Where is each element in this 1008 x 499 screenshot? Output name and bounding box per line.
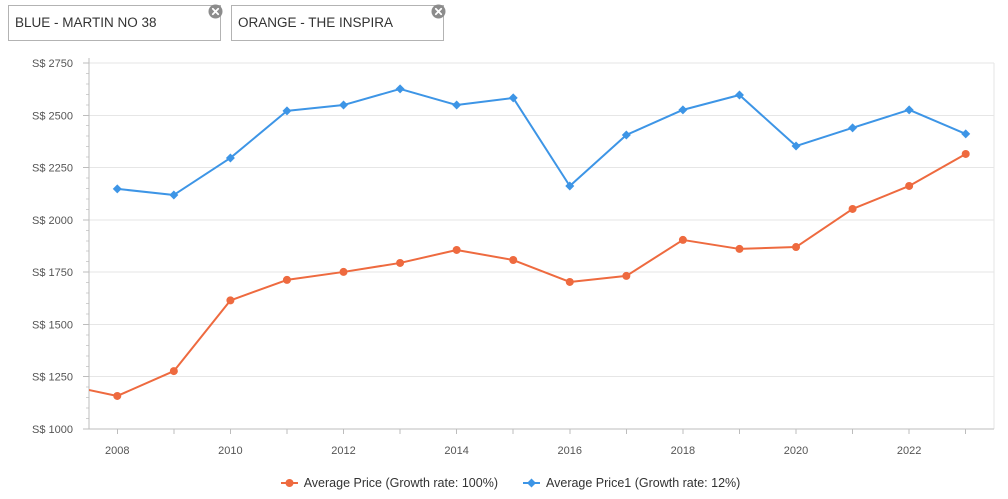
average-price1-point[interactable] — [848, 123, 858, 133]
average-price-point[interactable] — [169, 367, 178, 376]
average-price-point[interactable] — [113, 391, 122, 400]
filter-chip-the-inspira[interactable]: ORANGE - THE INSPIRA — [231, 4, 446, 41]
average-price1-series — [112, 84, 971, 200]
average-price-point[interactable] — [396, 258, 405, 267]
legend-diamond-marker — [527, 478, 536, 488]
y-tick-label: S$ 2000 — [32, 215, 73, 227]
average-price-point[interactable] — [678, 235, 687, 244]
close-icon[interactable] — [208, 4, 223, 19]
y-tick-label: S$ 1750 — [32, 267, 73, 279]
legend-label: Average Price1 (Growth rate: 12%) — [546, 476, 741, 490]
average-price-point[interactable] — [848, 204, 857, 213]
close-icon[interactable] — [431, 4, 446, 19]
x-tick-label: 2022 — [897, 445, 921, 457]
chart-legend: Average Price (Growth rate: 100%) Averag… — [0, 474, 1008, 492]
y-tick-label: S$ 1250 — [32, 372, 73, 384]
average-price-point[interactable] — [282, 275, 291, 284]
y-tick-label: S$ 2250 — [32, 163, 73, 175]
average-price1-point[interactable] — [452, 100, 462, 110]
x-axis: 2008 2010 2012 2014 2016 2018 2020 2022 — [89, 428, 994, 457]
average-price-series — [89, 149, 970, 400]
average-price1-point[interactable] — [734, 90, 744, 100]
y-axis: S$ 1000 S$ 1250 S$ 1500 S$ 1750 S$ 2000 S$ 22… — [32, 58, 90, 436]
average-price1-line — [116, 87, 967, 196]
average-price1-point[interactable] — [395, 84, 405, 94]
y-tick-label: S$ 1500 — [32, 319, 73, 331]
average-price1-point[interactable] — [508, 93, 518, 103]
x-tick-label: 2014 — [444, 445, 468, 457]
average-price1-point[interactable] — [565, 181, 575, 191]
legend-item-average-price1[interactable]: Average Price1 (Growth rate: 12%) — [523, 476, 740, 490]
average-price-point[interactable] — [905, 181, 914, 190]
x-tick-label: 2016 — [558, 445, 582, 457]
x-tick-label: 2018 — [671, 445, 695, 457]
average-price1-point[interactable] — [225, 153, 235, 163]
y-tick-label: S$ 1000 — [32, 424, 73, 436]
average-price1-point[interactable] — [282, 106, 292, 116]
average-price1-point[interactable] — [112, 184, 122, 194]
filter-chip-label: BLUE - MARTIN NO 38 — [15, 15, 157, 30]
average-price-point[interactable] — [226, 296, 235, 305]
y-tick-label: S$ 2750 — [32, 58, 73, 70]
x-tick-label: 2008 — [105, 445, 129, 457]
y-tick-label: S$ 2500 — [32, 110, 73, 122]
legend-circle-marker — [285, 479, 294, 487]
average-price-point[interactable] — [735, 244, 744, 253]
average-price1-point[interactable] — [678, 105, 688, 115]
x-tick-label: 2012 — [331, 445, 355, 457]
x-tick-label: 2020 — [784, 445, 808, 457]
average-price1-point[interactable] — [621, 130, 631, 140]
average-price1-point[interactable] — [169, 190, 179, 200]
legend-label: Average Price (Growth rate: 100%) — [303, 476, 498, 490]
close-icon-cross — [211, 7, 220, 16]
average-price-point[interactable] — [339, 267, 348, 276]
legend-marker-diamond — [523, 478, 540, 488]
legend-item-average-price[interactable]: Average Price (Growth rate: 100%) — [280, 476, 498, 490]
filter-chip-martin-no-38[interactable]: BLUE - MARTIN NO 38 — [8, 4, 223, 41]
average-price1-point[interactable] — [791, 141, 801, 151]
x-tick-label: 2010 — [218, 445, 242, 457]
average-price-line — [89, 152, 967, 397]
average-price-point[interactable] — [509, 256, 518, 265]
average-price1-point[interactable] — [339, 100, 349, 110]
average-price-point[interactable] — [622, 271, 631, 280]
average-price-point[interactable] — [961, 149, 970, 158]
grid — [89, 62, 995, 430]
legend-marker-circle — [280, 479, 298, 487]
average-price-point[interactable] — [792, 243, 801, 252]
average-price-point[interactable] — [565, 277, 574, 286]
filter-chip-label: ORANGE - THE INSPIRA — [238, 15, 394, 30]
average-price-point[interactable] — [452, 245, 461, 254]
average-price1-point[interactable] — [904, 105, 914, 115]
average-price1-point[interactable] — [961, 129, 971, 139]
close-icon-cross — [434, 7, 443, 16]
